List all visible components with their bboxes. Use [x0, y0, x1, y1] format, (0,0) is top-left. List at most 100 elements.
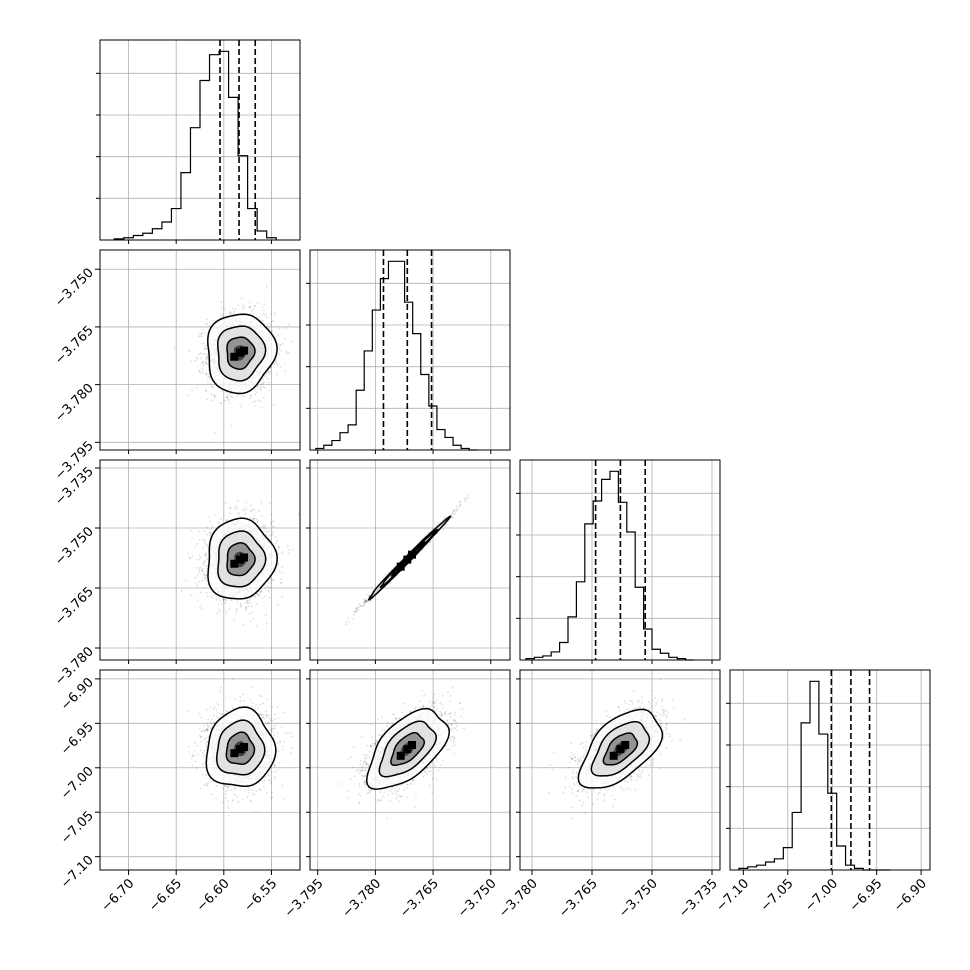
sample-point: [200, 332, 203, 335]
sample-point: [281, 343, 284, 345]
sample-point: [276, 539, 278, 542]
sample-point: [173, 346, 176, 349]
sample-point: [249, 597, 251, 600]
sample-point: [210, 393, 213, 395]
sample-point: [277, 552, 280, 555]
sample-point: [265, 534, 268, 537]
panel-border: [99, 459, 301, 661]
sample-point: [201, 579, 204, 582]
sample-point: [250, 605, 253, 608]
sample-point: [220, 402, 223, 405]
sample-point: [216, 613, 219, 615]
sample-point: [271, 520, 273, 523]
sample-point: [198, 539, 201, 541]
sample-point: [220, 518, 223, 521]
sample-point: [254, 400, 256, 403]
contour-line: [207, 313, 278, 395]
sample-point: [285, 350, 288, 353]
sample-point: [205, 347, 208, 350]
sample-point: [196, 599, 199, 601]
sample-point: [276, 749, 279, 751]
sample-point: [262, 524, 264, 527]
sample-point: [198, 530, 200, 533]
sample-point: [214, 432, 216, 434]
sample-point: [248, 397, 251, 400]
sample-point: [206, 381, 209, 384]
sample-point: [211, 385, 213, 388]
sample-point: [264, 587, 267, 589]
sample-point: [213, 394, 216, 397]
sample-point: [229, 512, 231, 515]
sample-point: [269, 371, 272, 373]
sample-point: [209, 520, 212, 523]
sample-point: [233, 619, 236, 622]
sample-point: [196, 358, 199, 361]
sample-point: [254, 596, 257, 598]
sample-point: [233, 310, 235, 313]
sample-point: [297, 513, 300, 516]
sample-point: [237, 800, 240, 803]
sample-point: [206, 526, 209, 529]
sample-point: [209, 532, 211, 535]
sample-point: [207, 375, 210, 378]
sample-point: [271, 330, 274, 333]
sample-point: [226, 519, 228, 521]
sample-point: [220, 316, 223, 319]
sample-point: [270, 324, 273, 327]
sample-point: [274, 536, 277, 539]
sample-point: [226, 785, 229, 788]
sample-point: [222, 598, 225, 601]
sample-point: [262, 396, 265, 399]
sample-point: [213, 394, 216, 397]
sample-point: [202, 372, 204, 374]
sample-point: [200, 569, 203, 572]
sample-point: [248, 612, 251, 615]
sample-point: [266, 698, 269, 701]
sample-point: [284, 362, 286, 365]
sample-point: [203, 353, 206, 356]
sample-point: [187, 394, 189, 397]
sample-point: [259, 388, 262, 391]
sample-point: [191, 555, 194, 557]
sample-point: [195, 356, 198, 359]
sample-point: [274, 361, 277, 364]
sample-point: [248, 599, 251, 602]
sample-point: [244, 512, 247, 515]
sample-point: [199, 335, 201, 337]
sample-point: [235, 607, 238, 610]
sample-point: [227, 789, 230, 792]
sample-point: [207, 369, 210, 372]
contour-line: [216, 325, 267, 382]
sample-point: [244, 601, 247, 604]
sample-point: [203, 342, 205, 345]
sample-point: [253, 517, 256, 520]
sample-point: [201, 570, 204, 573]
sample-point: [268, 530, 271, 532]
sample-point: [277, 545, 280, 548]
sample-point: [285, 327, 288, 330]
sample-point: [222, 600, 225, 603]
density-peak: [236, 555, 244, 564]
sample-point: [232, 798, 235, 801]
sample-point: [211, 525, 214, 527]
sample-point: [256, 386, 259, 389]
sample-point: [281, 566, 284, 569]
sample-point: [204, 552, 207, 555]
sample-point: [220, 603, 223, 606]
sample-point: [205, 574, 208, 577]
sample-point: [217, 597, 220, 600]
sample-point: [264, 313, 267, 316]
sample-point: [219, 313, 222, 316]
sample-point: [257, 520, 260, 522]
sample-point: [266, 721, 269, 724]
sample-point: [241, 308, 244, 310]
sample-point: [203, 730, 206, 732]
sample-point: [206, 728, 209, 731]
sample-point: [205, 372, 208, 375]
sample-point: [210, 532, 212, 535]
sample-point: [204, 577, 207, 580]
sample-point: [278, 570, 281, 573]
sample-point: [274, 312, 276, 315]
sample-point: [201, 361, 204, 364]
sample-point: [264, 375, 267, 378]
